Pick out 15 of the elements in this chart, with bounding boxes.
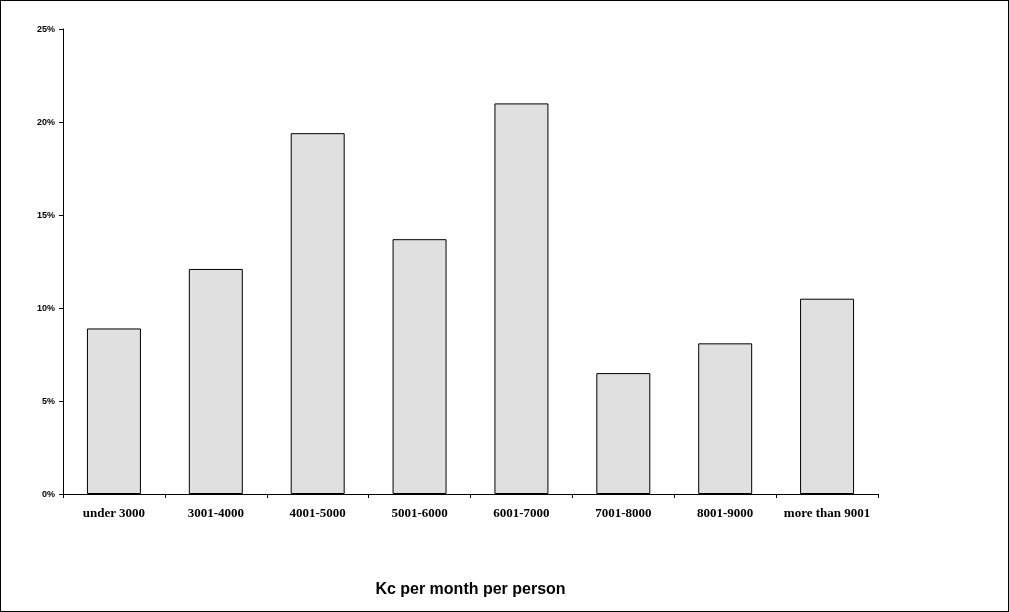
- x-tick-label: 3001-4000: [187, 504, 244, 520]
- x-tick-label: 8001-9000: [697, 504, 754, 520]
- x-tick-label: more than 9001: [783, 504, 871, 520]
- x-axis-title: Kc per month per person: [375, 579, 566, 597]
- x-tick-label: 6001-7000: [493, 504, 550, 520]
- y-tick-label: 20%: [36, 117, 55, 127]
- x-tick-label: 5001-6000: [391, 504, 448, 520]
- y-tick-label: 10%: [36, 303, 55, 313]
- x-tick-label: under 3000: [82, 504, 146, 520]
- y-tick-label: 25%: [36, 24, 55, 34]
- y-tick-label: 15%: [36, 210, 55, 220]
- y-tick-label: 0%: [41, 489, 55, 499]
- x-tick-label: 7001-8000: [595, 504, 652, 520]
- x-tick-label: 4001-5000: [289, 504, 346, 520]
- y-tick-label: 5%: [41, 396, 55, 406]
